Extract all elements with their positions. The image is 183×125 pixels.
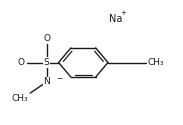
Text: +: +	[120, 10, 126, 16]
Text: O: O	[18, 58, 25, 67]
Text: CH₃: CH₃	[148, 58, 165, 67]
Text: O: O	[43, 34, 50, 43]
Text: CH₃: CH₃	[12, 94, 28, 103]
Text: S: S	[44, 58, 50, 67]
Text: −: −	[56, 74, 62, 83]
Text: Na: Na	[109, 14, 122, 24]
Text: N: N	[43, 77, 50, 86]
